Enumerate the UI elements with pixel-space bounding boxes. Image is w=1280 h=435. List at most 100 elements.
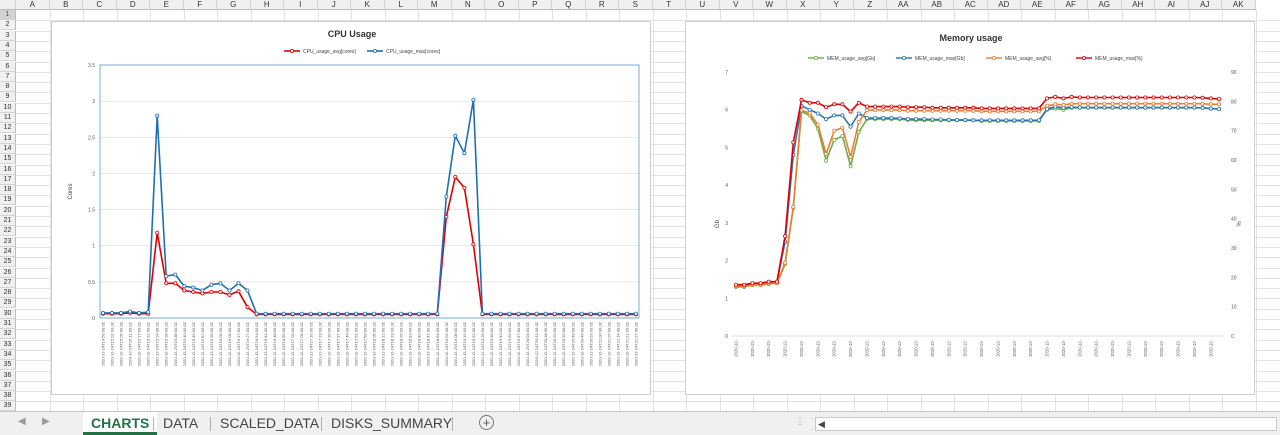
column-header[interactable]: Q (552, 0, 586, 10)
x-tick-label: 2020-12-24T19:36:00.0Z (489, 321, 494, 366)
column-header[interactable]: J (317, 0, 351, 10)
column-header[interactable]: C (83, 0, 117, 10)
tab-scaled-data[interactable]: SCALED_DATA (220, 415, 320, 431)
row-header[interactable]: 3 (0, 30, 16, 41)
mem-max-gb-point (1118, 105, 1123, 110)
column-header[interactable]: N (451, 0, 485, 10)
mem-max-gb-point (1012, 118, 1017, 123)
row-header[interactable]: 8 (0, 82, 16, 93)
column-header[interactable]: S (619, 0, 653, 10)
column-header[interactable]: AA (887, 0, 921, 10)
row-header[interactable]: 38 (0, 391, 16, 402)
column-header[interactable]: M (418, 0, 452, 10)
memory-usage-chart[interactable]: Memory usage MEM_usage_avg[Gb] MEM_usage_m… (685, 21, 1255, 395)
column-header[interactable]: AK (1222, 0, 1256, 10)
column-header[interactable]: E (150, 0, 184, 10)
column-header[interactable]: V (719, 0, 753, 10)
row-header[interactable]: 12 (0, 123, 16, 134)
row-header[interactable]: 23 (0, 236, 16, 247)
tab-data[interactable]: DATA (163, 415, 199, 431)
column-header[interactable]: X (786, 0, 820, 10)
mem-max-pct-point (1028, 106, 1033, 111)
row-header[interactable]: 37 (0, 380, 16, 391)
column-header[interactable]: AC (954, 0, 988, 10)
row-header[interactable]: 29 (0, 298, 16, 309)
column-header[interactable]: G (217, 0, 251, 10)
column-header[interactable]: H (250, 0, 284, 10)
row-header[interactable]: 16 (0, 164, 16, 175)
column-header[interactable]: A (16, 0, 50, 10)
tab-charts[interactable]: CHARTS (83, 412, 158, 435)
column-header[interactable]: R (585, 0, 619, 10)
row-header[interactable]: 21 (0, 216, 16, 226)
column-header[interactable]: T (652, 0, 686, 10)
column-header[interactable]: AI (1155, 0, 1189, 10)
row-header[interactable]: 5 (0, 51, 16, 62)
row-header[interactable]: 35 (0, 360, 16, 371)
row-header[interactable]: 14 (0, 143, 16, 154)
row-header[interactable]: 15 (0, 154, 16, 165)
row-header[interactable]: 4 (0, 40, 16, 51)
row-header[interactable]: 17 (0, 174, 16, 185)
row-header[interactable]: 13 (0, 133, 16, 144)
row-header[interactable]: 30 (0, 308, 16, 319)
column-header[interactable]: U (686, 0, 720, 10)
row-header[interactable]: 32 (0, 329, 16, 340)
column-header[interactable]: K (351, 0, 385, 10)
row-header[interactable]: 11 (0, 113, 16, 123)
column-header[interactable]: B (49, 0, 83, 10)
row-header[interactable]: 10 (0, 102, 16, 113)
mem-max-gb-point (954, 117, 959, 122)
select-all-corner[interactable] (0, 0, 16, 10)
column-header[interactable]: AB (920, 0, 954, 10)
row-header[interactable]: 31 (0, 319, 16, 329)
column-header[interactable]: W (753, 0, 787, 10)
row-header[interactable]: 22 (0, 226, 16, 237)
horizontal-scrollbar[interactable]: ◀ (815, 417, 1277, 431)
row-header[interactable]: 6 (0, 61, 16, 72)
row-header[interactable]: 39 (0, 401, 16, 411)
legend-label: CPU_usage_max[cores] (386, 49, 441, 55)
column-header[interactable]: D (116, 0, 150, 10)
column-header[interactable]: F (183, 0, 217, 10)
column-header[interactable]: O (485, 0, 519, 10)
column-header[interactable]: Y (820, 0, 854, 10)
row-header[interactable]: 24 (0, 246, 16, 257)
column-header[interactable]: Z (853, 0, 887, 10)
spreadsheet-grid[interactable]: A B C D E F G H I J K L M N O P Q R S T U V W X Y Z AA AB AC AD AE AF AG… (0, 0, 1280, 411)
mem-avg-pct-point (1094, 101, 1099, 106)
tab-scroll-left-icon[interactable]: ◀ (18, 416, 26, 427)
column-header[interactable]: L (384, 0, 418, 10)
tab-disks-summary[interactable]: DISKS_SUMMARY (331, 415, 453, 431)
x-tick-label: 2020-12- (1045, 339, 1050, 356)
column-header[interactable]: I (284, 0, 318, 10)
row-header[interactable]: 2 (0, 20, 16, 31)
row-header[interactable]: 36 (0, 370, 16, 381)
split-handle-icon[interactable]: ⋮ (795, 416, 805, 427)
row-header[interactable]: 28 (0, 288, 16, 299)
column-header[interactable]: AG (1088, 0, 1122, 10)
column-header[interactable]: AF (1054, 0, 1088, 10)
row-header[interactable]: 7 (0, 71, 16, 82)
row-header[interactable]: 18 (0, 185, 16, 196)
column-header[interactable]: AH (1121, 0, 1155, 10)
tab-scroll-right-icon[interactable]: ▶ (42, 416, 50, 427)
row-header[interactable]: 26 (0, 267, 16, 278)
cpu-usage-chart[interactable]: CPU Usage CPU_usage_avg[cores] CPU_usage_m… (51, 21, 651, 395)
row-header[interactable]: 25 (0, 257, 16, 268)
mem-avg-pct-point (1053, 102, 1058, 107)
x-tick-label: 2020-12-24T19:50:00.0Z (507, 321, 512, 366)
row-header[interactable]: 9 (0, 92, 16, 103)
row-header[interactable]: 27 (0, 277, 16, 288)
column-header[interactable]: AJ (1188, 0, 1222, 10)
row-header[interactable]: 1 (0, 10, 16, 20)
row-header[interactable]: 34 (0, 349, 16, 360)
row-header[interactable]: 33 (0, 339, 16, 350)
row-header[interactable]: 20 (0, 205, 16, 216)
add-sheet-icon[interactable]: + (479, 415, 494, 430)
column-header[interactable]: AD (987, 0, 1021, 10)
scroll-left-arrow-icon[interactable]: ◀ (818, 419, 825, 429)
column-header[interactable]: P (518, 0, 552, 10)
row-header[interactable]: 19 (0, 195, 16, 206)
column-header[interactable]: AE (1021, 0, 1055, 10)
